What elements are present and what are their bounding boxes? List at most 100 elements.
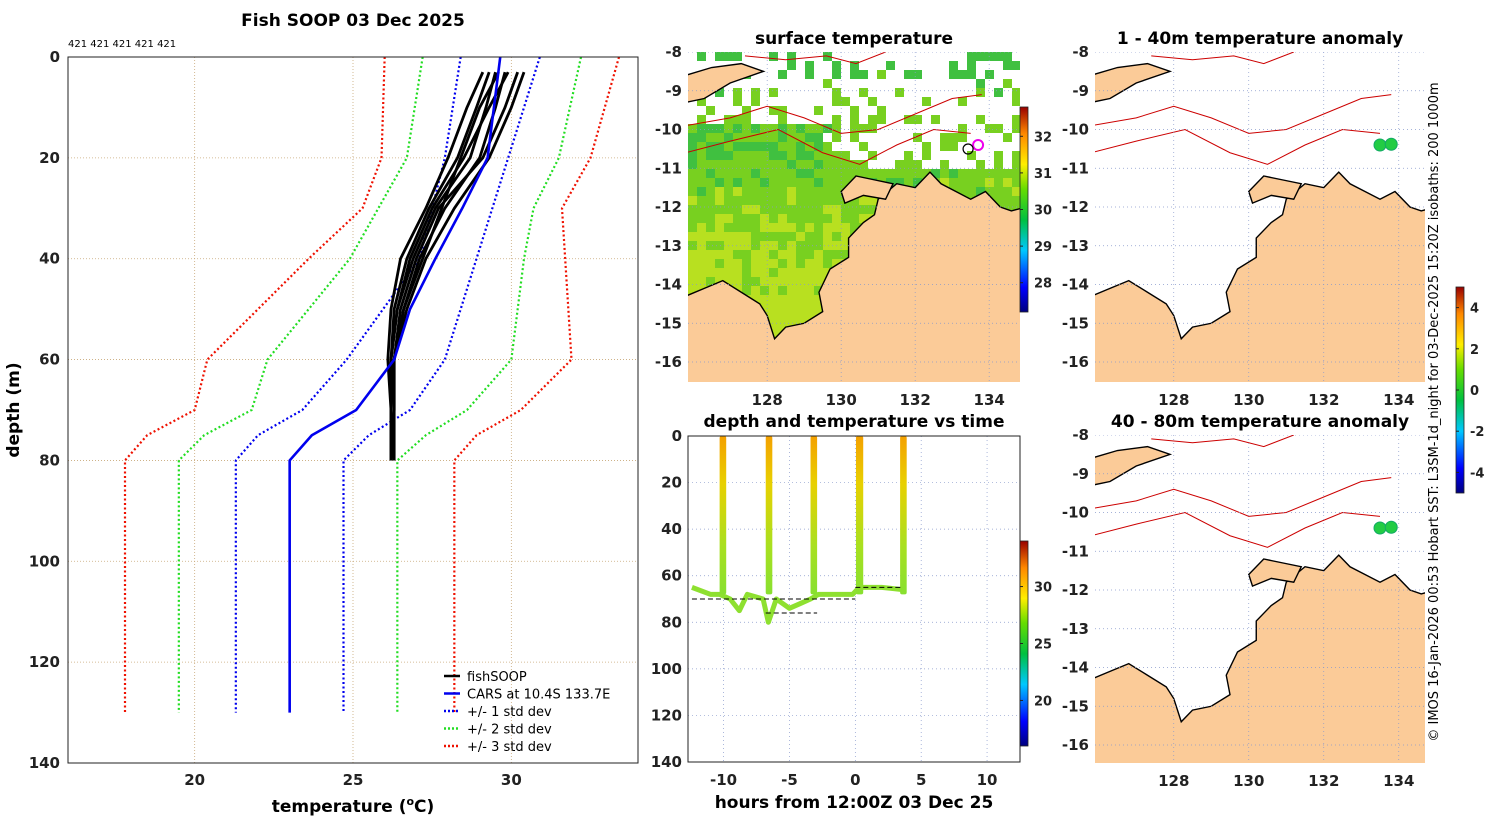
sst-cell bbox=[805, 241, 814, 250]
sst-cell bbox=[1012, 88, 1020, 97]
sst-cell bbox=[814, 214, 823, 223]
sst-cell bbox=[706, 160, 715, 169]
anomaly-40-80-panel: 40 - 80m temperature anomaly 128 130 132 13… bbox=[1062, 412, 1425, 790]
map-lat-label: -9 bbox=[665, 82, 682, 100]
x-tick-label: 0 bbox=[850, 771, 860, 789]
y-tick-label: 0 bbox=[50, 48, 60, 66]
sst-cell bbox=[715, 169, 724, 178]
sst-cell bbox=[841, 241, 850, 250]
sst-cell bbox=[1012, 97, 1020, 106]
sst-cell bbox=[733, 214, 742, 223]
sst-cell bbox=[697, 277, 706, 286]
sst-cell bbox=[859, 70, 868, 79]
sst-cell bbox=[760, 295, 769, 304]
x-tick-label: 30 bbox=[501, 771, 522, 789]
sst-cell bbox=[895, 160, 904, 169]
sst-cell bbox=[796, 187, 805, 196]
sst-cell bbox=[949, 61, 958, 70]
sst-cell bbox=[787, 295, 796, 304]
sst-cell bbox=[769, 106, 778, 115]
sst-cell bbox=[796, 196, 805, 205]
sst-cell bbox=[823, 124, 832, 133]
sst-cell bbox=[778, 241, 787, 250]
sst-cell bbox=[859, 142, 868, 151]
sst-cell bbox=[823, 232, 832, 241]
colorbar-label: 30 bbox=[1034, 204, 1052, 219]
sst-cell bbox=[1003, 61, 1012, 70]
sst-cell bbox=[733, 232, 742, 241]
sst-cell bbox=[724, 133, 733, 142]
sst-cell bbox=[823, 250, 832, 259]
profile-axes bbox=[67, 56, 639, 764]
sst-cell bbox=[823, 79, 832, 88]
sst-cell bbox=[778, 187, 787, 196]
sst-cell bbox=[778, 322, 787, 331]
profile-ylabel: depth (m) bbox=[4, 362, 24, 457]
sst-cell bbox=[994, 196, 1003, 205]
isobath-line bbox=[688, 94, 982, 134]
sst-cell bbox=[751, 205, 760, 214]
legend-label: +/- 3 std dev bbox=[467, 740, 552, 755]
sst-cell bbox=[805, 178, 814, 187]
sst-cell bbox=[832, 205, 841, 214]
sst-cell bbox=[724, 160, 733, 169]
sst-cell bbox=[733, 52, 742, 61]
sst-cell bbox=[742, 196, 751, 205]
sst-cell bbox=[913, 133, 922, 142]
sst-cell bbox=[742, 115, 751, 124]
sst-cell bbox=[859, 205, 868, 214]
sst-cell bbox=[985, 169, 994, 178]
sst-cell bbox=[688, 196, 697, 205]
sst-cell bbox=[850, 70, 859, 79]
sst-cell bbox=[859, 124, 868, 133]
sst-cell bbox=[805, 304, 814, 313]
profile-counts: 421 421 421 421 421 bbox=[68, 39, 176, 50]
sst-cell bbox=[751, 277, 760, 286]
sst-cell bbox=[994, 178, 1003, 187]
sst-cell bbox=[751, 223, 760, 232]
sst-cell bbox=[895, 178, 904, 187]
map-lat-label: -15 bbox=[1062, 314, 1089, 332]
map-lat-label: -11 bbox=[655, 159, 682, 177]
sst-cell bbox=[814, 151, 823, 160]
sst-cell bbox=[922, 142, 931, 151]
sst-cell bbox=[760, 160, 769, 169]
sst-cell bbox=[904, 151, 913, 160]
sst-cell bbox=[778, 223, 787, 232]
sst-cell bbox=[805, 313, 814, 322]
sst-cell bbox=[949, 133, 958, 142]
profile-ticks: 20 25 30 0 20 40 60 80 100 120 140 bbox=[29, 48, 522, 789]
sst-cell bbox=[940, 160, 949, 169]
sst-cell bbox=[724, 268, 733, 277]
sst-cell bbox=[832, 61, 841, 70]
sst-cell bbox=[805, 124, 814, 133]
sst-cell bbox=[787, 250, 796, 259]
sst-cell bbox=[751, 169, 760, 178]
colorbar-label: -4 bbox=[1470, 466, 1484, 481]
sst-cell bbox=[787, 133, 796, 142]
sst-cell bbox=[787, 286, 796, 295]
sst-map bbox=[688, 52, 1020, 382]
sst-cell bbox=[805, 286, 814, 295]
sst-cell bbox=[796, 214, 805, 223]
sst-cell bbox=[832, 214, 841, 223]
sst-cell bbox=[697, 250, 706, 259]
colorbar-label: 4 bbox=[1470, 302, 1479, 317]
sst-cell bbox=[787, 187, 796, 196]
sst-cell bbox=[778, 259, 787, 268]
credit-text: © IMOS 16-Jan-2026 00:53 Hobart SST: L3S… bbox=[1427, 82, 1442, 741]
sst-colorbar: 28 29 30 31 32 bbox=[1019, 106, 1052, 313]
sst-cell bbox=[751, 196, 760, 205]
map-lon-label: 128 bbox=[1158, 772, 1189, 790]
sst-cell bbox=[751, 259, 760, 268]
map-lon-label: 130 bbox=[1233, 391, 1264, 409]
sst-cell bbox=[787, 214, 796, 223]
sst-cell bbox=[1012, 115, 1020, 124]
sst-cell bbox=[814, 277, 823, 286]
sst-cell bbox=[796, 124, 805, 133]
sst-cell bbox=[697, 178, 706, 187]
colorbar-label: 0 bbox=[1470, 384, 1479, 399]
sst-cell bbox=[697, 115, 706, 124]
sst-cell bbox=[805, 187, 814, 196]
sst-cell bbox=[724, 142, 733, 151]
